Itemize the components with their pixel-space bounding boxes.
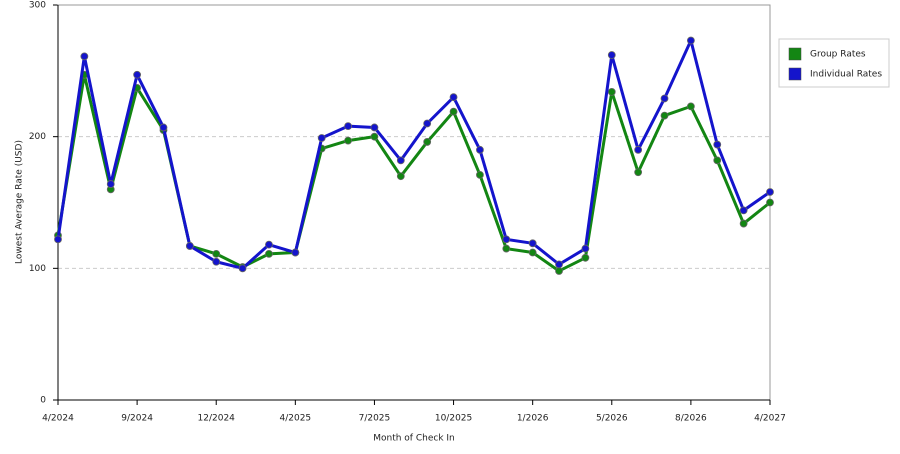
plot-frame xyxy=(57,4,771,401)
data-point xyxy=(686,36,695,45)
data-point xyxy=(54,235,62,244)
series-line xyxy=(56,39,771,270)
data-point xyxy=(607,51,616,59)
data-point xyxy=(265,240,273,249)
x-axis-label: Month of Check In xyxy=(373,434,455,444)
data-point xyxy=(396,172,405,181)
data-point xyxy=(370,132,379,141)
data-point xyxy=(449,93,458,102)
data-point xyxy=(502,235,511,244)
x-tick-label: 7/2025 xyxy=(359,414,391,424)
data-point xyxy=(739,206,748,215)
data-point xyxy=(370,123,379,132)
data-point xyxy=(423,138,432,146)
data-point xyxy=(766,188,774,196)
data-point xyxy=(106,180,115,188)
data-point xyxy=(185,242,194,250)
y-axis-label: Lowest Average Rate (USD) xyxy=(15,140,25,264)
data-point xyxy=(739,219,748,228)
legend-swatch xyxy=(788,67,802,81)
data-point xyxy=(581,244,590,253)
x-tick-label: 4/2025 xyxy=(279,414,311,424)
data-point xyxy=(528,239,537,248)
data-point xyxy=(476,170,484,179)
x-tick-label: 5/2026 xyxy=(596,414,628,424)
x-tick-label: 1/2026 xyxy=(517,414,549,424)
x-tick-label: 12/2024 xyxy=(198,414,236,424)
x-tick-label: 9/2024 xyxy=(121,414,153,424)
x-tick-label: 10/2025 xyxy=(435,414,472,424)
data-point xyxy=(317,134,326,142)
data-point xyxy=(133,70,142,79)
data-point xyxy=(502,244,511,253)
data-point xyxy=(396,156,405,165)
data-point xyxy=(713,156,722,165)
x-tick-label: 8/2026 xyxy=(675,414,707,424)
x-tick-label: 4/2027 xyxy=(754,414,786,424)
data-point xyxy=(686,102,695,111)
data-point xyxy=(159,123,168,132)
data-point xyxy=(581,253,590,262)
data-point xyxy=(449,107,458,116)
data-point xyxy=(713,140,722,149)
data-point xyxy=(265,249,273,258)
data-point xyxy=(634,145,643,154)
data-point xyxy=(555,260,563,269)
y-tick-label: 300 xyxy=(29,1,46,11)
legend-label: Group Rates xyxy=(810,50,866,60)
data-point xyxy=(607,88,616,96)
data-point xyxy=(766,198,774,207)
legend-swatch xyxy=(788,47,802,61)
data-point xyxy=(291,248,300,257)
data-point xyxy=(423,119,432,128)
data-point xyxy=(344,122,352,131)
y-tick-label: 100 xyxy=(29,264,46,274)
data-point xyxy=(555,267,563,275)
x-tick-label: 4/2024 xyxy=(42,414,74,424)
data-point xyxy=(634,168,643,177)
data-point xyxy=(238,264,247,273)
data-point xyxy=(80,52,89,61)
data-point xyxy=(660,94,669,103)
data-point xyxy=(660,111,669,120)
data-point xyxy=(476,145,484,154)
data-point xyxy=(212,249,221,258)
y-tick-label: 0 xyxy=(40,396,46,406)
data-point xyxy=(212,257,221,266)
legend-label: Individual Rates xyxy=(810,70,882,80)
data-point xyxy=(528,248,537,257)
data-point xyxy=(344,136,352,145)
y-tick-label: 200 xyxy=(29,132,46,142)
